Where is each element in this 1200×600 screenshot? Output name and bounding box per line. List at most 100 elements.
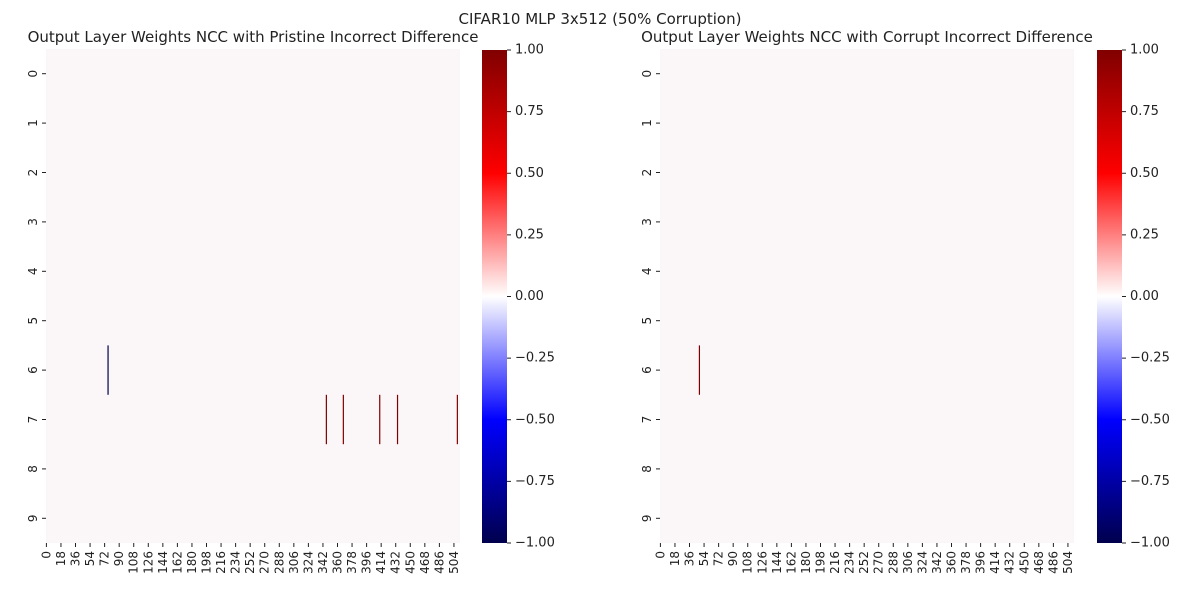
heatmap-1-xtick-label: 54 <box>83 551 97 566</box>
heatmap-2-xtick-label: 126 <box>755 551 769 574</box>
heatmap-2-ytick-label: 1 <box>640 119 654 127</box>
colorbar-1 <box>482 50 507 543</box>
colorbar-2-tick-label: −1.00 <box>1130 536 1170 551</box>
heatmap-2-ytick-label: 4 <box>640 267 654 275</box>
heatmap-2-ytick-label: 9 <box>640 514 654 522</box>
heatmap-1-ytick-label: 6 <box>26 366 40 374</box>
colorbar-2-tick-label: −0.50 <box>1130 412 1170 427</box>
colorbar-2-tick-label: 0.25 <box>1130 227 1159 242</box>
colorbar-2-tick-label: 1.00 <box>1130 43 1159 58</box>
heatmap-1-ytick-label: 7 <box>26 416 40 424</box>
colorbar-1-tick-label: 0.75 <box>515 104 544 119</box>
heatmap-2-xtick-label: 306 <box>901 551 915 574</box>
heatmap-2-xtick-label: 378 <box>959 551 973 574</box>
heatmap-1-xtick-label: 486 <box>432 551 446 574</box>
heatmap-2-xtick-label: 288 <box>886 551 900 574</box>
heatmap-1-xtick-label: 0 <box>39 551 53 559</box>
heatmap-1-xtick-label: 504 <box>447 551 461 574</box>
heatmap-2-xtick-label: 144 <box>770 551 784 574</box>
heatmap-2-ytick-label: 2 <box>640 169 654 177</box>
heatmap-2-xtick-label: 252 <box>857 551 871 574</box>
heatmap-2-xtick-label: 270 <box>872 551 886 574</box>
heatmap-1-xtick-label: 288 <box>272 551 286 574</box>
heatmap-2-ytick-label: 3 <box>640 218 654 226</box>
heatmap-1-title: Output Layer Weights NCC with Pristine I… <box>28 28 479 46</box>
heatmap-2-xtick-label: 180 <box>799 551 813 574</box>
colorbar-2-tick-label: 0.75 <box>1130 104 1159 119</box>
colorbar-1-tick-label: −1.00 <box>515 536 555 551</box>
heatmap-2-xtick-label: 396 <box>974 551 988 574</box>
heatmap-1-plot-area <box>46 49 460 543</box>
heatmap-2-xtick-label: 198 <box>814 551 828 574</box>
heatmap-2-plot-area <box>660 49 1074 543</box>
heatmap-1-xtick-label: 72 <box>98 551 112 566</box>
heatmap-2-xtick-label: 216 <box>828 551 842 574</box>
heatmap-1-xtick-label: 126 <box>141 551 155 574</box>
colorbar-1-tick-label: 0.25 <box>515 227 544 242</box>
heatmap-panel-2: Output Layer Weights NCC with Corrupt In… <box>640 28 1170 574</box>
heatmap-2-xtick-label: 360 <box>944 551 958 574</box>
heatmap-1-xtick-label: 342 <box>316 551 330 574</box>
heatmap-1-ytick-label: 3 <box>26 218 40 226</box>
heatmap-1-xtick-label: 90 <box>112 551 126 566</box>
heatmap-2-xtick-label: 162 <box>784 551 798 574</box>
heatmap-1-xtick-label: 468 <box>418 551 432 574</box>
heatmap-1-xtick-label: 162 <box>170 551 184 574</box>
colorbar-1-tick-label: 1.00 <box>515 43 544 58</box>
heatmap-2-xtick-label: 342 <box>930 551 944 574</box>
heatmap-2-xtick-label: 414 <box>988 551 1002 574</box>
colorbar-2 <box>1097 50 1122 543</box>
heatmap-2-xtick-label: 36 <box>683 551 697 566</box>
heatmap-1-xtick-label: 18 <box>54 551 68 566</box>
heatmap-1-xtick-label: 198 <box>200 551 214 574</box>
heatmap-2-xtick-label: 234 <box>843 551 857 574</box>
figure-suptitle: CIFAR10 MLP 3x512 (50% Corruption) <box>459 10 742 28</box>
heatmap-1-cell-r7-c367 <box>342 394 344 445</box>
heatmap-1-xtick-label: 180 <box>185 551 199 574</box>
colorbar-2-tick-label: 0.00 <box>1130 289 1159 304</box>
heatmap-1-xtick-label: 234 <box>229 551 243 574</box>
heatmap-1-xtick-label: 108 <box>127 551 141 574</box>
heatmap-1-cell-r6-c76 <box>107 345 109 395</box>
heatmap-1-xtick-label: 252 <box>243 551 257 574</box>
colorbar-1-tick-label: 0.50 <box>515 166 544 181</box>
heatmap-2-xtick-label: 450 <box>1017 551 1031 574</box>
heatmap-1-xtick-label: 216 <box>214 551 228 574</box>
heatmap-2-xtick-label: 18 <box>668 551 682 566</box>
heatmap-1-cell-r7-c434 <box>396 394 399 445</box>
colorbar-1-tick-label: −0.75 <box>515 474 555 489</box>
heatmap-1-xtick-label: 396 <box>360 551 374 574</box>
colorbar-1-tick-label: 0.00 <box>515 289 544 304</box>
heatmap-panel-1: Output Layer Weights NCC with Pristine I… <box>26 28 555 574</box>
heatmap-2-xtick-label: 72 <box>712 551 726 566</box>
colorbar-2-tick-label: −0.75 <box>1130 474 1170 489</box>
heatmap-2-ytick-label: 8 <box>640 465 654 473</box>
heatmap-2-xtick-label: 486 <box>1046 551 1060 574</box>
heatmap-2-ytick-label: 5 <box>640 317 654 325</box>
heatmap-2-title: Output Layer Weights NCC with Corrupt In… <box>641 28 1093 46</box>
colorbar-1-tick-label: −0.50 <box>515 412 555 427</box>
heatmap-2-xtick-label: 504 <box>1061 551 1075 574</box>
heatmap-1-xtick-label: 270 <box>258 551 272 574</box>
heatmap-1-ytick-label: 1 <box>26 119 40 127</box>
heatmap-1-xtick-label: 144 <box>156 551 170 574</box>
heatmap-2-xtick-label: 432 <box>1003 551 1017 574</box>
heatmap-1-xtick-label: 414 <box>374 551 388 574</box>
colorbar-1-tick-label: −0.25 <box>515 351 555 366</box>
heatmap-1-ytick-label: 5 <box>26 317 40 325</box>
heatmap-1-cell-r7-c508 <box>456 394 458 445</box>
heatmap-1-xtick-label: 432 <box>389 551 403 574</box>
heatmap-1-xtick-label: 36 <box>69 551 83 566</box>
heatmap-1-ytick-label: 0 <box>26 70 40 78</box>
heatmap-2-xtick-label: 468 <box>1032 551 1046 574</box>
heatmap-1-xtick-label: 306 <box>287 551 301 574</box>
heatmap-2-ytick-label: 7 <box>640 416 654 424</box>
heatmap-1-xtick-label: 378 <box>345 551 359 574</box>
heatmap-1-ytick-label: 9 <box>26 514 40 522</box>
heatmap-1-xtick-label: 324 <box>301 551 315 574</box>
colorbar-2-tick-label: −0.25 <box>1130 351 1170 366</box>
heatmap-2-xtick-label: 324 <box>915 551 929 574</box>
heatmap-2-ytick-label: 0 <box>640 70 654 78</box>
heatmap-2-xtick-label: 0 <box>653 551 667 559</box>
